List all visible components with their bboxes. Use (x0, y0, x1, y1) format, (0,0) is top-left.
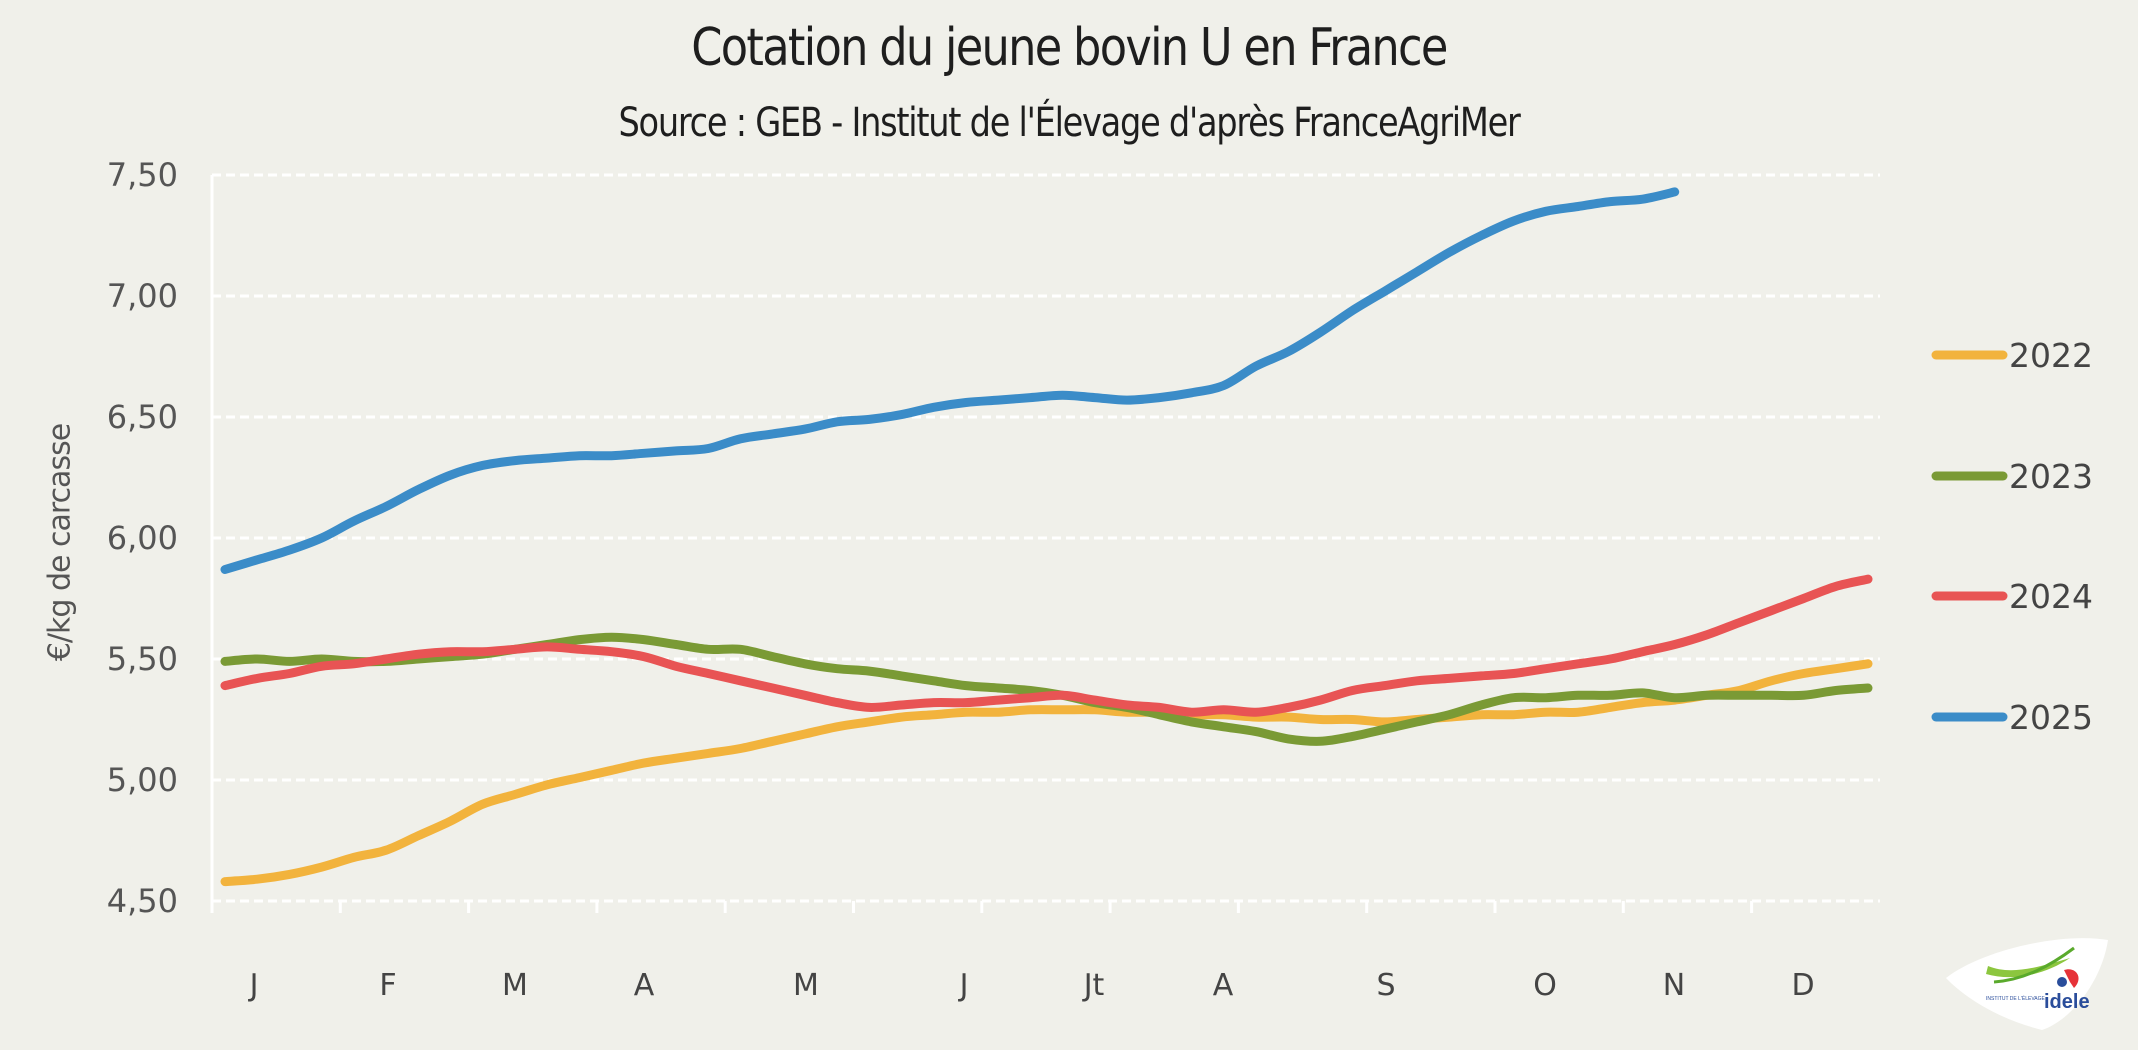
y-tick-label: 7,50 (107, 156, 178, 194)
x-tick-label: S (1376, 968, 1395, 1003)
legend-label: 2023 (2009, 457, 2093, 496)
x-tick-label: A (634, 968, 655, 1003)
legend: 2022 2023 2024 2025 (1931, 336, 2093, 737)
x-tick-label: A (1213, 968, 1234, 1003)
legend-item-2022: 2022 (1931, 336, 2093, 375)
y-tick-label: 6,50 (107, 398, 178, 436)
x-tick-label: J (248, 968, 259, 1003)
x-tick-label: Jt (1082, 968, 1105, 1003)
y-tick-label: 5,00 (107, 761, 178, 799)
y-tick-label: 5,50 (107, 640, 178, 678)
chart-title: Cotation du jeune bovin U en France (691, 18, 1448, 78)
y-tick-labels: 4,50 5,00 5,50 6,00 6,50 7,00 7,50 (107, 156, 178, 920)
logo-small-text: INSTITUT DE L'ÉLEVAGE (1986, 995, 2046, 1002)
y-tick-label: 7,00 (107, 277, 178, 315)
legend-item-2025: 2025 (1931, 698, 2093, 737)
legend-item-2023: 2023 (1931, 457, 2093, 496)
idele-logo: idele INSTITUT DE L'ÉLEVAGE (1942, 930, 2114, 1034)
logo-wordmark: idele (2044, 991, 2090, 1013)
series-lines (220, 187, 1873, 887)
x-tick-label: D (1791, 968, 1814, 1003)
series-line-2025 (220, 187, 1680, 574)
legend-label: 2024 (2009, 577, 2093, 616)
legend-label: 2025 (2009, 698, 2093, 737)
x-tick-label: M (793, 968, 819, 1003)
x-tick-label: N (1663, 968, 1685, 1003)
x-tick-label: O (1533, 968, 1557, 1003)
y-tick-label: 6,00 (107, 519, 178, 557)
series-line-2024 (220, 574, 1873, 717)
series-line-2022 (220, 659, 1873, 887)
gridlines (210, 173, 1880, 913)
x-tick-label: F (379, 968, 396, 1003)
y-tick-label: 4,50 (107, 882, 178, 920)
chart-subtitle: Source : GEB - Institut de l'Élevage d'a… (618, 100, 1520, 146)
legend-label: 2022 (2009, 336, 2093, 375)
legend-item-2024: 2024 (1931, 577, 2093, 616)
x-tick-labels: J F M A M J Jt A S O N D (248, 968, 1815, 1003)
x-tick-label: J (958, 968, 969, 1003)
x-tick-label: M (502, 968, 528, 1003)
